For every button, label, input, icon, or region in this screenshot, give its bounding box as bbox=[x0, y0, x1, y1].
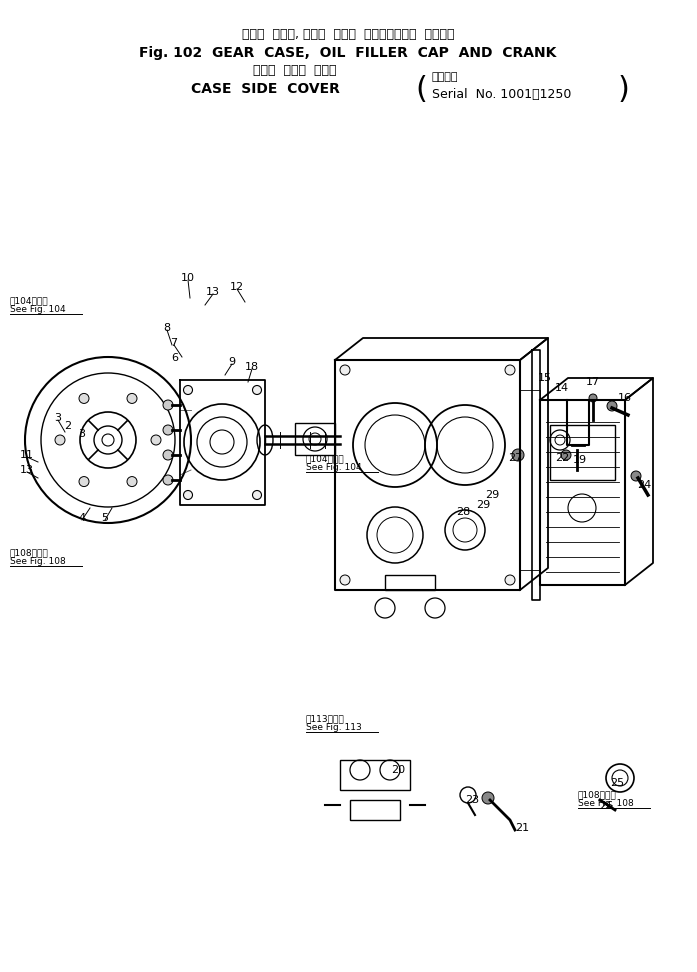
Circle shape bbox=[183, 491, 192, 500]
Text: 2: 2 bbox=[64, 421, 72, 431]
Text: ケース  サイド  カバー: ケース サイド カバー bbox=[253, 64, 337, 77]
Text: 14: 14 bbox=[555, 383, 569, 393]
Bar bbox=[550, 425, 615, 480]
Text: CASE  SIDE  COVER: CASE SIDE COVER bbox=[190, 82, 339, 96]
Text: 7: 7 bbox=[171, 338, 178, 348]
Text: 23: 23 bbox=[465, 795, 479, 805]
Text: 29: 29 bbox=[476, 500, 490, 510]
Bar bbox=[340, 760, 410, 790]
Text: 13: 13 bbox=[206, 287, 220, 297]
Text: 11: 11 bbox=[20, 450, 34, 460]
Text: Serial  No. 1001～1250: Serial No. 1001～1250 bbox=[432, 88, 572, 101]
Circle shape bbox=[252, 491, 261, 500]
Text: 3: 3 bbox=[54, 413, 61, 423]
Text: 第104図参照: 第104図参照 bbox=[10, 296, 49, 305]
Text: 8: 8 bbox=[163, 323, 171, 333]
Text: 28: 28 bbox=[456, 507, 470, 517]
Text: ): ) bbox=[618, 75, 630, 104]
Text: 4: 4 bbox=[79, 513, 86, 523]
Text: 9: 9 bbox=[229, 357, 236, 367]
Circle shape bbox=[607, 401, 617, 411]
Text: 22: 22 bbox=[555, 453, 569, 463]
Circle shape bbox=[505, 365, 515, 375]
Bar bbox=[350, 800, 400, 820]
Text: 第104図参照: 第104図参照 bbox=[306, 454, 344, 463]
Circle shape bbox=[151, 435, 161, 445]
Text: 10: 10 bbox=[181, 273, 195, 283]
Text: 18: 18 bbox=[245, 362, 259, 372]
Text: See Fig. 108: See Fig. 108 bbox=[10, 557, 66, 566]
Text: ギヤー  ケース, オイル  フィラ  キャップおよび  クランク: ギヤー ケース, オイル フィラ キャップおよび クランク bbox=[242, 28, 454, 41]
Text: 13: 13 bbox=[20, 465, 34, 475]
Circle shape bbox=[340, 575, 350, 585]
Text: See Fig. 113: See Fig. 113 bbox=[306, 723, 362, 732]
Text: 17: 17 bbox=[586, 377, 600, 387]
Circle shape bbox=[512, 449, 524, 461]
Circle shape bbox=[163, 425, 173, 435]
Text: (: ( bbox=[415, 75, 427, 104]
Circle shape bbox=[163, 475, 173, 485]
Text: 12: 12 bbox=[230, 282, 244, 292]
Text: 第113図参照: 第113図参照 bbox=[306, 714, 345, 723]
Text: 27: 27 bbox=[508, 453, 522, 463]
Text: 16: 16 bbox=[618, 393, 632, 403]
Bar bbox=[295, 423, 335, 455]
Circle shape bbox=[340, 365, 350, 375]
Text: Fig. 102  GEAR  CASE,  OIL  FILLER  CAP  AND  CRANK: Fig. 102 GEAR CASE, OIL FILLER CAP AND C… bbox=[139, 46, 557, 60]
Circle shape bbox=[79, 394, 89, 403]
Text: See Fig. 104: See Fig. 104 bbox=[10, 305, 66, 314]
Circle shape bbox=[505, 575, 515, 585]
Text: See Fig. 108: See Fig. 108 bbox=[578, 799, 634, 808]
Text: 3: 3 bbox=[79, 429, 86, 439]
Text: 26: 26 bbox=[599, 801, 613, 811]
Circle shape bbox=[631, 471, 641, 481]
Bar bbox=[385, 575, 435, 590]
Circle shape bbox=[589, 394, 597, 402]
Text: 24: 24 bbox=[637, 480, 651, 490]
Text: 第108図参照: 第108図参照 bbox=[578, 790, 617, 799]
Text: 19: 19 bbox=[573, 455, 587, 465]
Text: 29: 29 bbox=[485, 490, 499, 500]
Circle shape bbox=[561, 450, 571, 460]
Circle shape bbox=[482, 792, 494, 804]
Circle shape bbox=[102, 434, 114, 446]
Text: 適用号機: 適用号機 bbox=[432, 72, 459, 82]
Circle shape bbox=[79, 476, 89, 487]
Text: 21: 21 bbox=[515, 823, 529, 833]
Text: 25: 25 bbox=[610, 778, 624, 788]
Text: See Fig. 104: See Fig. 104 bbox=[306, 463, 362, 472]
Text: 5: 5 bbox=[102, 513, 109, 523]
Text: 20: 20 bbox=[391, 765, 405, 775]
Circle shape bbox=[163, 450, 173, 460]
Circle shape bbox=[127, 476, 137, 487]
Text: 6: 6 bbox=[171, 353, 178, 363]
Text: 15: 15 bbox=[538, 373, 552, 383]
Circle shape bbox=[252, 386, 261, 395]
Circle shape bbox=[127, 394, 137, 403]
Circle shape bbox=[183, 386, 192, 395]
Text: 第108図参照: 第108図参照 bbox=[10, 548, 49, 557]
Circle shape bbox=[55, 435, 65, 445]
Circle shape bbox=[163, 400, 173, 410]
